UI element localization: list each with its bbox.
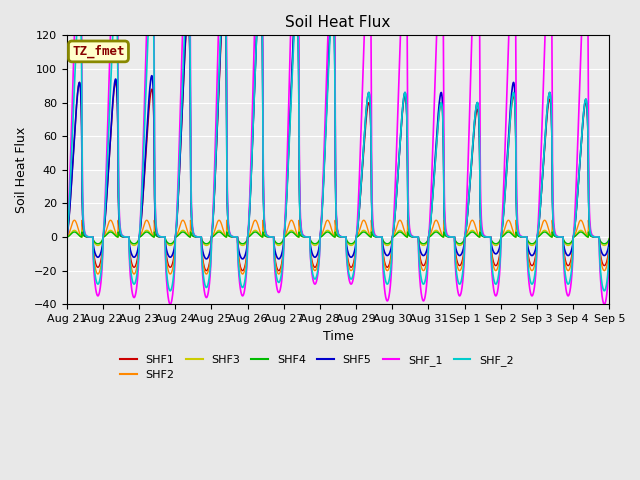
SHF1 (491, 262, 499, 267)
SHF5 (318, 211, 326, 217)
SHF2 (430, 221, 438, 227)
SHF_1 (63, 234, 70, 240)
Line: SHF1: SHF1 (67, 0, 609, 271)
SHF5 (430, 178, 438, 183)
SHF5 (161, 234, 168, 240)
SHF_1 (166, 301, 174, 307)
Line: SHF2: SHF2 (67, 220, 609, 274)
SHF2 (94, 271, 102, 277)
SHF2 (70, 217, 78, 223)
SHF_2 (460, 260, 467, 266)
SHF4 (460, 238, 467, 244)
SHF1 (605, 247, 612, 252)
SHF_2 (491, 279, 499, 285)
SHF5 (63, 234, 70, 240)
SHF3 (605, 236, 613, 241)
SHF4 (430, 230, 438, 236)
SHF5 (203, 256, 211, 262)
Text: TZ_fmet: TZ_fmet (72, 45, 125, 58)
SHF1 (63, 234, 70, 240)
SHF2 (161, 234, 168, 240)
SHF_2 (430, 181, 438, 187)
SHF1 (460, 250, 467, 256)
SHF3 (318, 233, 326, 239)
Line: SHF_2: SHF_2 (67, 0, 609, 291)
Line: SHF_1: SHF_1 (67, 0, 609, 304)
SHF_2 (605, 258, 612, 264)
SHF1 (605, 240, 613, 246)
SHF3 (63, 234, 70, 240)
SHF_1 (605, 247, 613, 253)
SHF1 (161, 234, 168, 240)
SHF_2 (318, 213, 326, 218)
SHF4 (161, 234, 168, 240)
SHF_1 (161, 234, 168, 240)
SHF5 (605, 242, 612, 248)
SHF4 (318, 233, 326, 239)
Legend: SHF1, SHF2, SHF3, SHF4, SHF5, SHF_1, SHF_2: SHF1, SHF2, SHF3, SHF4, SHF5, SHF_1, SHF… (116, 350, 518, 385)
SHF3 (430, 229, 438, 235)
Line: SHF5: SHF5 (67, 0, 609, 259)
SHF_1 (605, 264, 612, 269)
SHF1 (318, 212, 326, 217)
SHF_2 (161, 234, 168, 240)
SHF3 (161, 234, 168, 240)
SHF4 (491, 240, 499, 246)
SHF1 (430, 181, 438, 187)
SHF_2 (63, 234, 70, 240)
SHF5 (460, 244, 467, 250)
SHF2 (605, 241, 613, 247)
SHF_2 (166, 288, 174, 294)
SHF1 (203, 268, 211, 274)
SHF_1 (491, 290, 499, 296)
SHF3 (605, 238, 612, 244)
Y-axis label: Soil Heat Flux: Soil Heat Flux (15, 127, 28, 213)
SHF4 (63, 234, 70, 240)
SHF_1 (430, 120, 438, 125)
SHF3 (491, 242, 499, 248)
SHF4 (70, 229, 78, 235)
Line: SHF3: SHF3 (67, 230, 609, 245)
Line: SHF4: SHF4 (67, 232, 609, 244)
SHF3 (460, 239, 467, 245)
SHF_2 (605, 245, 613, 251)
SHF2 (63, 234, 70, 240)
X-axis label: Time: Time (323, 330, 353, 343)
SHF5 (491, 250, 499, 256)
Title: Soil Heat Flux: Soil Heat Flux (285, 15, 390, 30)
SHF2 (318, 232, 326, 238)
SHF2 (491, 266, 499, 272)
SHF4 (605, 237, 612, 243)
SHF_1 (318, 206, 326, 212)
SHF3 (94, 242, 102, 248)
SHF3 (70, 228, 78, 233)
SHF4 (605, 236, 613, 241)
SHF_1 (460, 267, 467, 273)
SHF2 (605, 249, 612, 255)
SHF2 (460, 253, 467, 259)
SHF5 (605, 238, 613, 243)
SHF4 (94, 241, 102, 247)
